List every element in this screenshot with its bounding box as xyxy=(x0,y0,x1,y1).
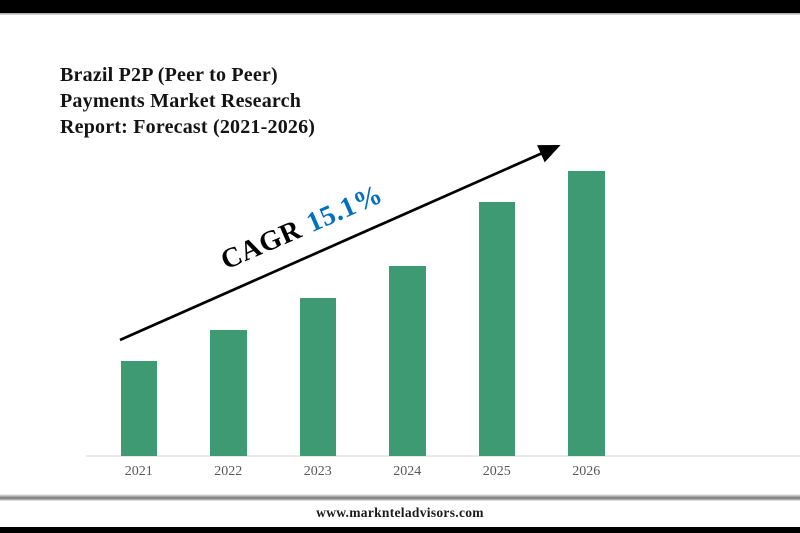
bar-2023 xyxy=(299,297,336,456)
bar-2025 xyxy=(478,201,515,456)
x-axis-label-2022: 2022 xyxy=(214,464,243,479)
chart-title-line-2: Payments Market Research xyxy=(60,90,302,112)
bar-2022 xyxy=(210,329,247,456)
x-axis-label-2023: 2023 xyxy=(303,464,332,479)
bar-2024 xyxy=(389,265,426,456)
x-axis-label-2024: 2024 xyxy=(393,464,422,479)
x-axis-line xyxy=(86,455,800,457)
x-axis-label-2026: 2026 xyxy=(572,464,601,479)
footer-website-url: www.marknteladvisors.com xyxy=(316,505,484,520)
bar-2021 xyxy=(120,361,157,456)
top-hairline xyxy=(0,13,800,15)
chart-title: Brazil P2P (Peer to Peer) Payments Marke… xyxy=(60,62,380,140)
footer-divider-bar xyxy=(0,494,800,501)
x-axis-label-2025: 2025 xyxy=(482,464,511,479)
x-axis-label-2021: 2021 xyxy=(124,464,153,479)
top-border-bar xyxy=(0,0,800,13)
bar-2026 xyxy=(568,170,605,456)
chart-title-line-3: Report: Forecast (2021-2026) xyxy=(60,116,316,138)
bottom-border-bar xyxy=(0,527,800,533)
chart-title-line-1: Brazil P2P (Peer to Peer) xyxy=(60,64,278,86)
